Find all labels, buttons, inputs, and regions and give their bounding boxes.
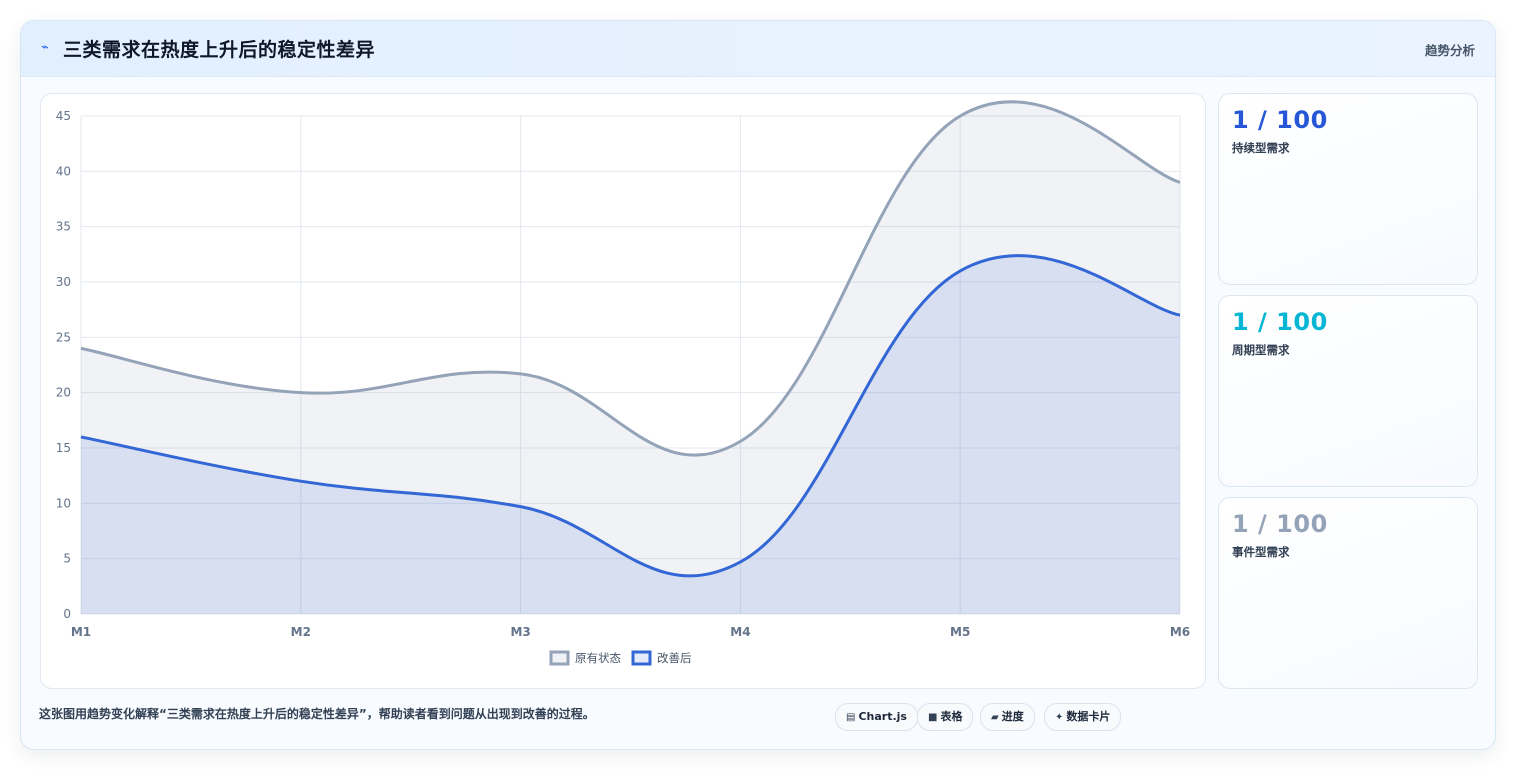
x-tick-label: M2 [291, 625, 311, 639]
x-tick-label: M5 [950, 625, 970, 639]
stat-card-event: 1 / 100 事件型需求 [1218, 497, 1478, 689]
y-tick-label: 0 [63, 607, 71, 621]
series-area-2 [81, 255, 1180, 614]
y-tick-label: 20 [56, 386, 71, 400]
legend-swatch [631, 650, 652, 666]
x-tick-label: M4 [730, 625, 750, 639]
y-tick-label: 5 [63, 552, 71, 566]
y-tick-label: 30 [56, 275, 71, 289]
series-line-2 [80, 254, 1181, 578]
legend-label: 改善后 [657, 651, 692, 665]
stat-value: 1 / 100 [1232, 308, 1328, 336]
stat-card-periodic: 1 / 100 周期型需求 [1218, 295, 1478, 487]
y-tick-label: 15 [56, 441, 71, 455]
y-tick-label: 45 [56, 109, 71, 123]
stat-card-persistent: 1 / 100 持续型需求 [1218, 93, 1478, 285]
card-header: ⌁ 三类需求在热度上升后的稳定性差异 趋势分析 [21, 21, 1495, 77]
trend-analysis-tag: 趋势分析 [1424, 43, 1475, 58]
y-tick-label: 40 [56, 164, 71, 178]
chip-chartjs[interactable]: ▤ Chart.js [835, 703, 918, 731]
stat-value: 1 / 100 [1232, 106, 1328, 134]
stat-label: 事件型需求 [1232, 545, 1290, 559]
y-tick-label: 10 [56, 496, 71, 510]
area-chart: 0 5 10 15 20 25 30 35 40 45 M1 M2 M3 M4 M5 M6 原有状态 改善后 [56, 100, 1190, 666]
series-line-1 [80, 100, 1181, 457]
card-title: 三类需求在热度上升后的稳定性差异 [63, 39, 376, 61]
y-tick-label: 25 [56, 330, 71, 344]
chart-description: 这张图用趋势变化解释“三类需求在热度上升后的稳定性差异”，帮助读者看到问题从出现… [39, 707, 595, 721]
chip-data-card[interactable]: ✦ 数据卡片 [1044, 703, 1122, 731]
chip-table[interactable]: ■ 表格 [917, 703, 974, 731]
stat-label: 持续型需求 [1232, 141, 1290, 155]
chart-panel: 0 5 10 15 20 25 30 35 40 45 M1 M2 M3 M4 M5 M6 原有状态 改善后 [40, 93, 1206, 689]
chip-progress[interactable]: ▰ 进度 [980, 703, 1035, 731]
x-tick-label: M1 [71, 625, 91, 639]
series-area-1 [81, 101, 1180, 614]
legend-swatch [549, 650, 570, 666]
card-icon: ✦ [1055, 712, 1064, 723]
x-tick-label: M3 [510, 625, 530, 639]
y-tick-label: 35 [56, 220, 71, 234]
stat-value: 1 / 100 [1232, 510, 1328, 538]
legend-label: 原有状态 [575, 651, 621, 665]
progress-icon: ▰ [991, 712, 999, 723]
chart-card: ⌁ 三类需求在热度上升后的稳定性差异 趋势分析 0 5 10 15 20 25 30 35 40… [20, 20, 1496, 750]
x-tick-label: M6 [1170, 625, 1190, 639]
stat-label: 周期型需求 [1232, 343, 1290, 357]
chart-icon: ▤ [846, 712, 856, 723]
lightning-icon: ⌁ [41, 40, 49, 55]
table-icon: ■ [928, 712, 938, 723]
